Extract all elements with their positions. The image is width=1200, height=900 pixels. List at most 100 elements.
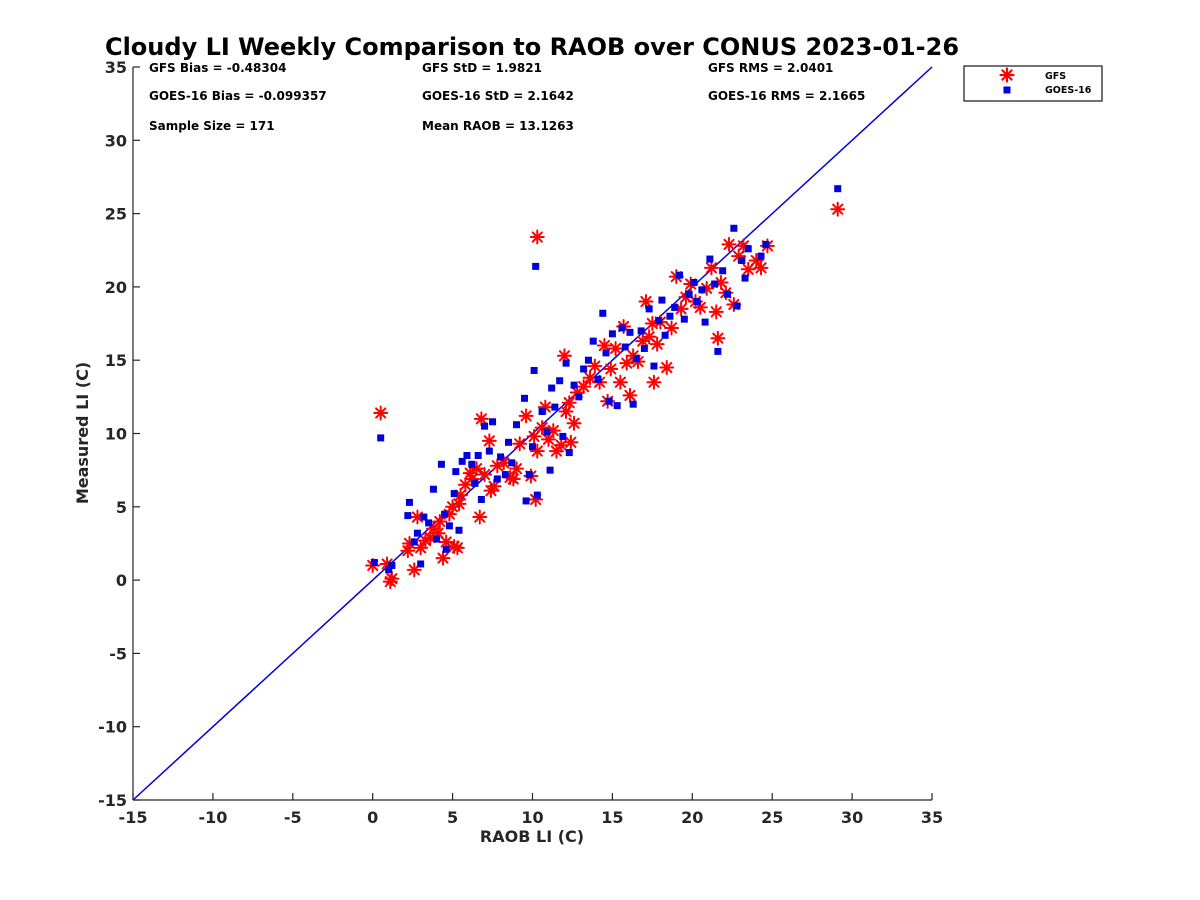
- gfs-point: [432, 513, 448, 529]
- stat-goes-rms: GOES-16 RMS = 2.1665: [708, 89, 865, 103]
- gfs-point: [710, 330, 726, 346]
- goes-point: [525, 471, 533, 479]
- x-tick-label: 30: [841, 808, 863, 827]
- x-tick-label: 35: [921, 808, 943, 827]
- series-layer: [365, 185, 846, 590]
- goes-point: [437, 460, 445, 468]
- x-tick-label: 20: [681, 808, 703, 827]
- goes-point: [570, 381, 578, 389]
- goes-point: [640, 344, 648, 352]
- goes-point: [632, 355, 640, 363]
- goes-point: [546, 466, 554, 474]
- goes-point: [410, 538, 418, 546]
- goes-point: [413, 529, 421, 537]
- stats-block: GFS Bias = -0.48304 GFS StD = 1.9821 GFS…: [149, 61, 865, 133]
- gfs-point: [457, 477, 473, 493]
- goes-point: [680, 315, 688, 323]
- gfs-point: [529, 229, 545, 245]
- gfs-point: [587, 358, 603, 374]
- goes-point: [613, 402, 621, 410]
- goes-point: [589, 337, 597, 345]
- goes-point: [834, 185, 842, 193]
- gfs-point: [721, 236, 737, 252]
- goes-point: [468, 460, 476, 468]
- goes-point: [741, 274, 749, 282]
- goes-point: [701, 318, 709, 326]
- goes-point: [580, 365, 588, 373]
- goes-point: [556, 377, 564, 385]
- gfs-point: [649, 336, 665, 352]
- goes-point: [594, 375, 602, 383]
- gfs-point: [526, 428, 542, 444]
- goes-point: [559, 432, 567, 440]
- goes-point: [658, 296, 666, 304]
- gfs-point: [451, 496, 467, 512]
- goes-point: [471, 479, 479, 487]
- stat-gfs-rms: GFS RMS = 2.0401: [708, 61, 833, 75]
- gfs-point: [608, 340, 624, 356]
- stat-gfs-std: GFS StD = 1.9821: [422, 61, 542, 75]
- y-tick-label: -10: [98, 718, 127, 737]
- stat-mean-raob: Mean RAOB = 13.1263: [422, 119, 574, 133]
- goes-point: [521, 394, 529, 402]
- series-goes-16: [370, 185, 842, 574]
- goes-point: [388, 561, 396, 569]
- chart-title: Cloudy LI Weekly Comparison to RAOB over…: [105, 33, 959, 61]
- goes-point: [508, 459, 516, 467]
- gfs-point: [622, 387, 638, 403]
- goes-point: [543, 428, 551, 436]
- goes-point: [425, 519, 433, 527]
- goes-point: [429, 485, 437, 493]
- goes-point: [530, 366, 538, 374]
- y-tick-label: -15: [98, 791, 127, 810]
- x-tick-label: -15: [119, 808, 148, 827]
- gfs-point: [518, 408, 534, 424]
- goes-point: [505, 438, 513, 446]
- legend-goes-label: GOES-16: [1045, 85, 1092, 96]
- stat-goes-bias: GOES-16 Bias = -0.099357: [149, 89, 327, 103]
- gfs-point: [472, 509, 488, 525]
- y-tick-label: 30: [105, 131, 127, 150]
- gfs-point: [481, 433, 497, 449]
- goes-point: [533, 491, 541, 499]
- stat-gfs-bias: GFS Bias = -0.48304: [149, 61, 286, 75]
- series-gfs: [365, 201, 846, 590]
- goes-point: [433, 535, 441, 543]
- goes-point: [661, 331, 669, 339]
- goes-point: [538, 408, 546, 416]
- goes-point: [513, 421, 521, 429]
- gfs-point: [664, 320, 680, 336]
- goes-point: [719, 267, 727, 275]
- y-tick-label: 35: [105, 58, 127, 77]
- gfs-point: [561, 395, 577, 411]
- gfs-point: [659, 360, 675, 376]
- goes-point: [417, 560, 425, 568]
- goes-point: [762, 240, 770, 248]
- gfs-point: [435, 550, 451, 566]
- goes-point: [405, 498, 413, 506]
- goes-point: [575, 393, 583, 401]
- goes-point: [693, 298, 701, 306]
- goes-point: [626, 328, 634, 336]
- goes-point: [477, 495, 485, 503]
- y-tick-label: 15: [105, 351, 127, 370]
- goes-point: [420, 513, 428, 521]
- gfs-point: [512, 436, 528, 452]
- goes-point: [551, 403, 559, 411]
- goes-point: [584, 356, 592, 364]
- goes-point: [458, 457, 466, 465]
- goes-point: [485, 447, 493, 455]
- gfs-point: [449, 540, 465, 556]
- goes-point: [463, 451, 471, 459]
- goes-point: [733, 302, 741, 310]
- goes-point: [599, 309, 607, 317]
- goes-point: [497, 453, 505, 461]
- stat-sample-size: Sample Size = 171: [149, 119, 275, 133]
- y-tick-label: 0: [116, 571, 127, 590]
- gfs-point: [563, 434, 579, 450]
- goes-point: [637, 327, 645, 335]
- goes-point: [730, 224, 738, 232]
- goes-point: [532, 262, 540, 270]
- gfs-point: [830, 201, 846, 217]
